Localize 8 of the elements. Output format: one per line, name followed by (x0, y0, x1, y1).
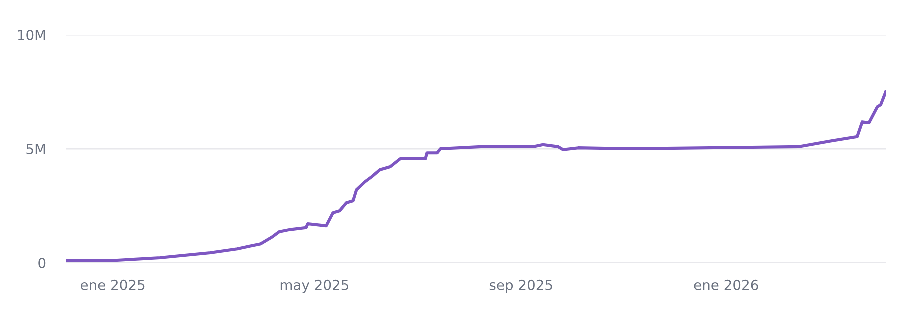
x-tick-label: ene 2025 (80, 280, 145, 290)
y-tick-label: 5M (26, 144, 46, 154)
x-tick-label: may 2025 (280, 280, 348, 294)
line-series (66, 90, 886, 262)
y-tick-label: 0 (38, 258, 46, 268)
y-tick-label: 10M (18, 30, 46, 40)
x-tick-label: sep 2025 (490, 280, 552, 294)
x-tick-label: ene 2026 (694, 280, 758, 290)
